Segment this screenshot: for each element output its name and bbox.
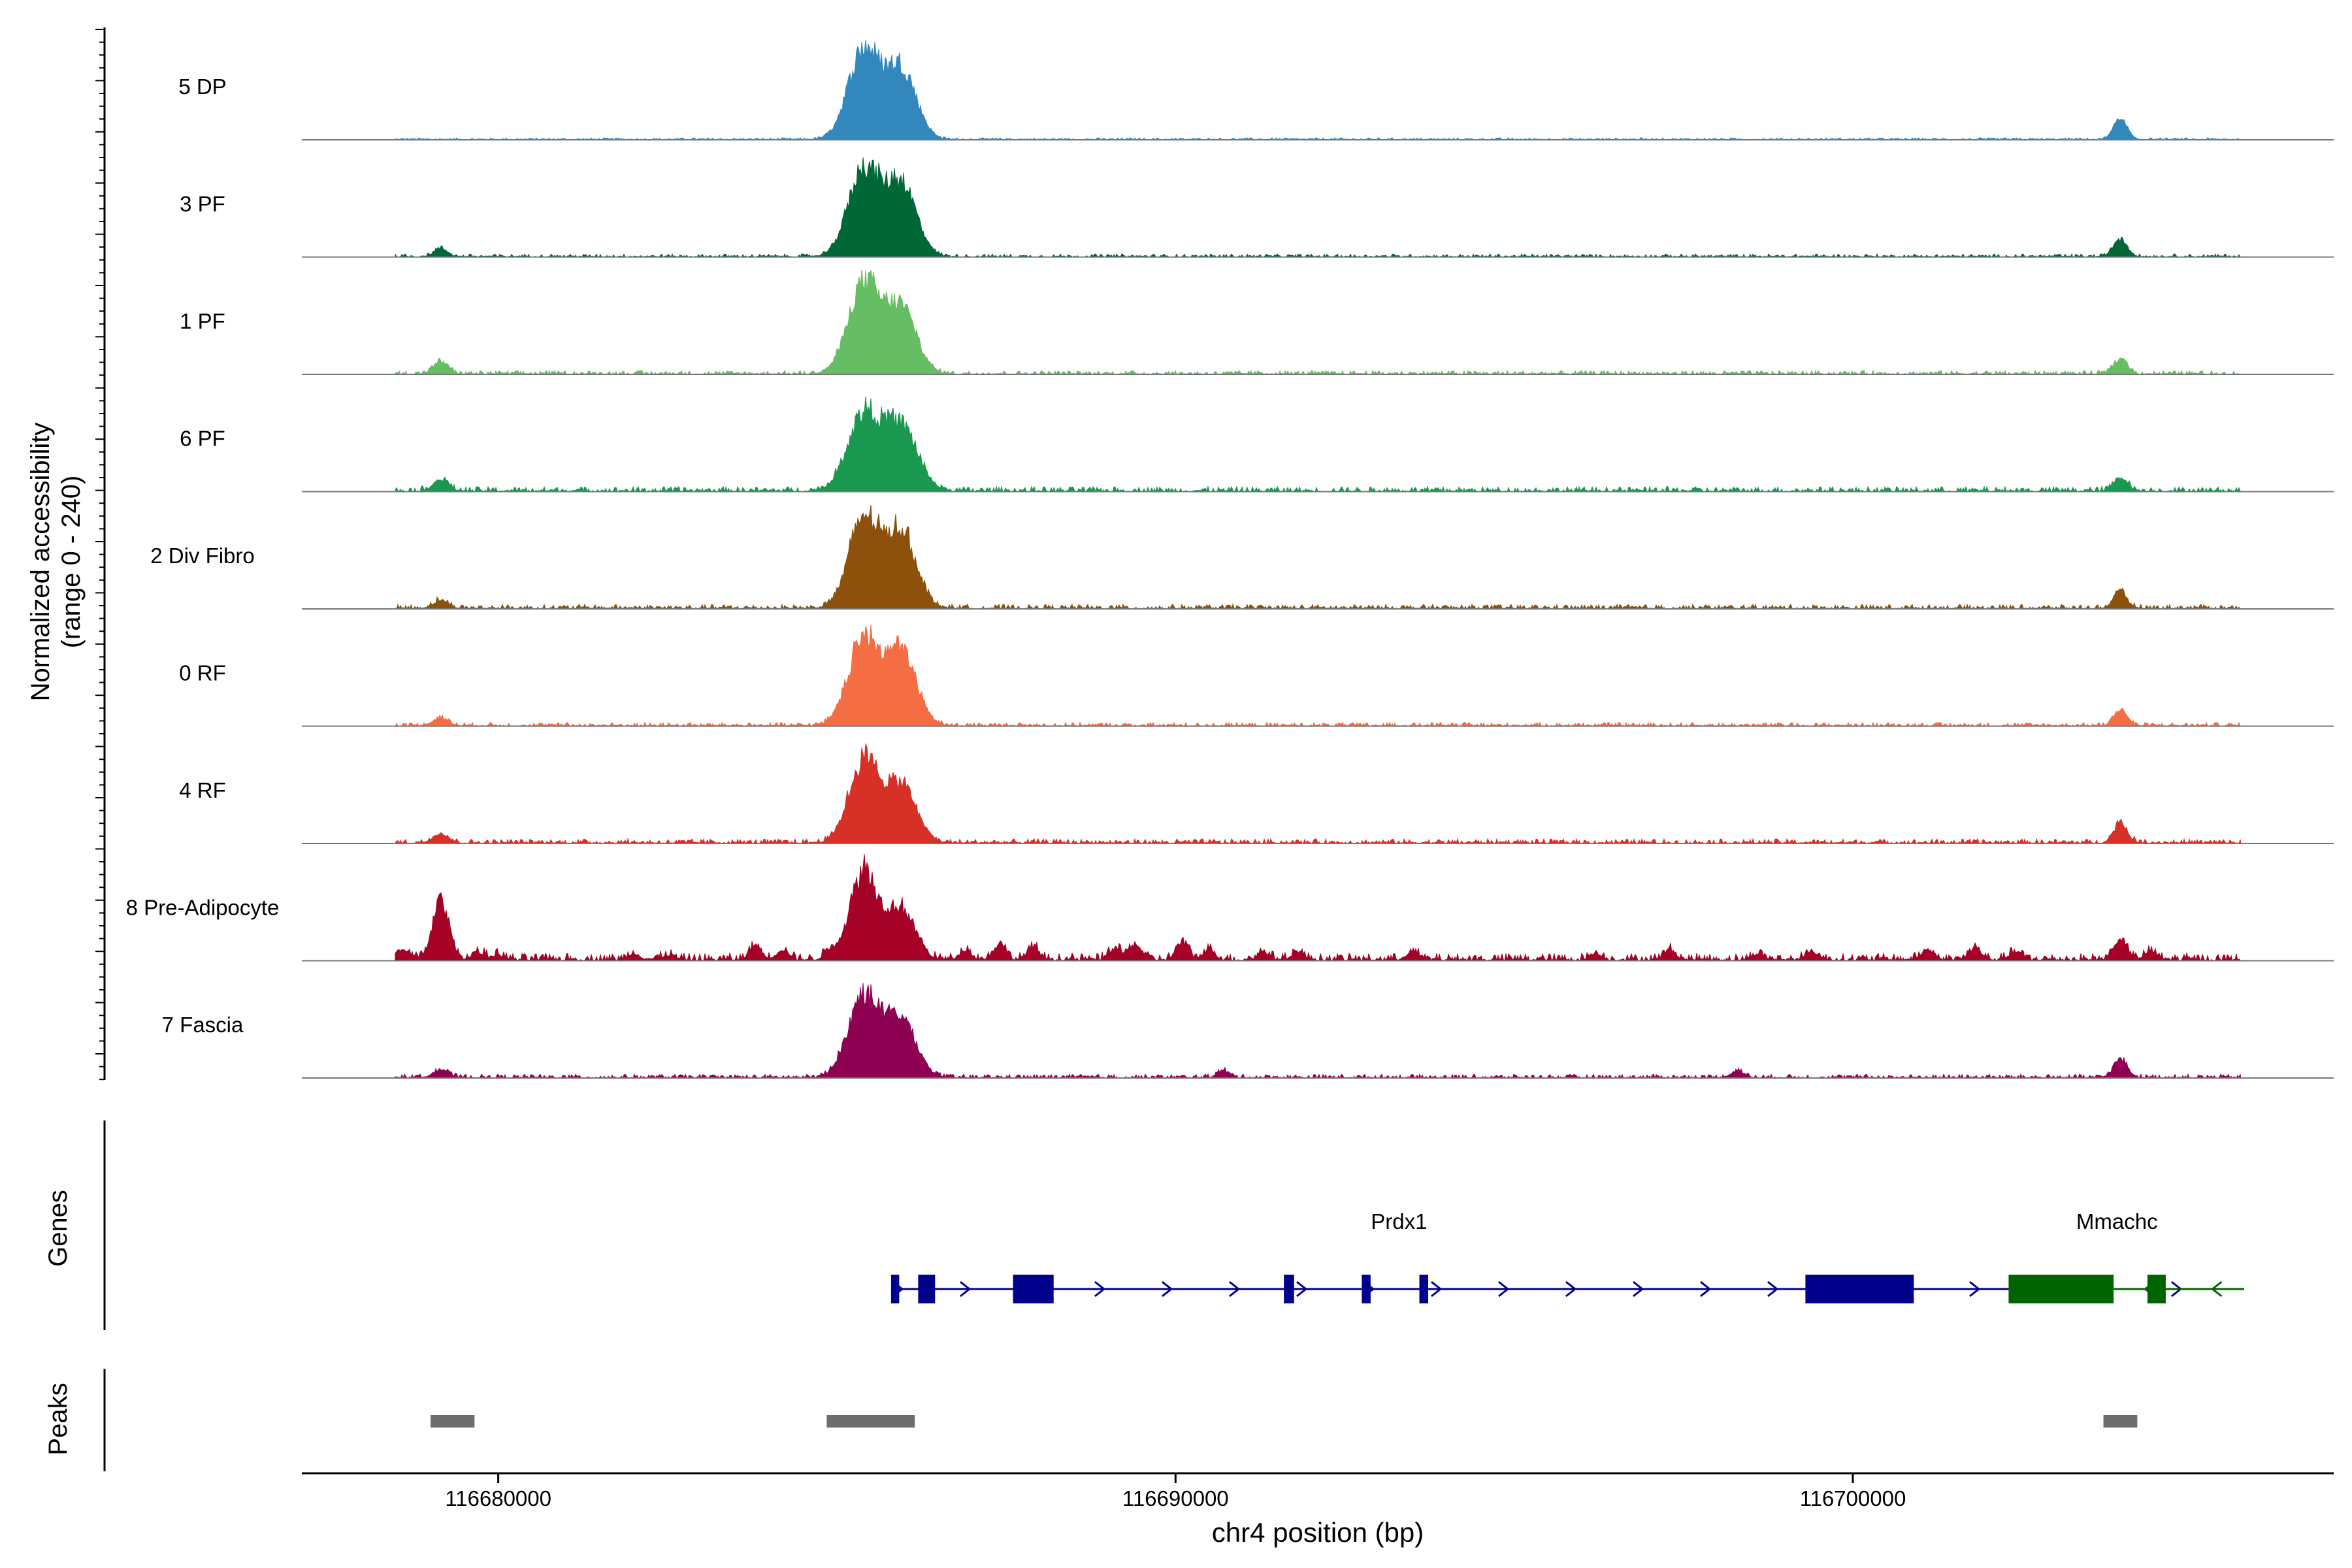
x-axis: chr4 position (bp) 116680000 116690000 116… (302, 1472, 2334, 1548)
gene-strand-arrow (1228, 1281, 1241, 1298)
track-1-pf: 1 PF (180, 269, 2334, 376)
gene-strand-arrow (1565, 1281, 1577, 1298)
track-signal-area (395, 505, 2241, 610)
gene-strand-arrow (959, 1281, 972, 1298)
gene-strand-arrow (1632, 1281, 1644, 1298)
track-label: 3 PF (180, 192, 225, 216)
gene-exon (1419, 1275, 1428, 1303)
genes-panel: Genes Prdx1 Mmachc (44, 1120, 2244, 1330)
gene-exon (918, 1275, 936, 1303)
track-signal-area (395, 625, 2241, 727)
track-label: 1 PF (180, 309, 225, 333)
gene-strand-arrow (1430, 1281, 1443, 1298)
track-label: 7 Fascia (162, 1013, 244, 1037)
x-axis-tick-label: 116700000 (1800, 1486, 1906, 1511)
x-axis-tick-label: 116690000 (1122, 1486, 1229, 1511)
gene-exon (890, 1275, 900, 1303)
track-label: 0 RF (179, 661, 226, 685)
track-7-fascia: 7 Fascia (162, 983, 2334, 1079)
peak-region (430, 1415, 475, 1428)
track-label: 5 DP (178, 74, 226, 99)
peak-region (2103, 1415, 2138, 1428)
peaks-panel: Peaks (44, 1369, 2138, 1471)
track-signal-area (395, 396, 2242, 493)
coverage-tracks: 5 DP 3 PF 1 PF 6 PF 2 Div Fibro 0 RF 4 RF 8 Pre… (126, 40, 2334, 1079)
track-signal-area (395, 743, 2242, 845)
gene-name-label: Mmachc (2076, 1209, 2158, 1233)
gene-strand-arrow (1296, 1281, 1308, 1298)
track-3-pf: 3 PF (180, 157, 2334, 258)
gene-strand-arrow (1699, 1281, 1712, 1298)
gene-exon (2008, 1275, 2114, 1303)
x-axis-tick-label: 116680000 (445, 1486, 551, 1511)
track-label: 4 RF (179, 778, 226, 802)
gene-strand-arrow (2210, 1281, 2223, 1298)
genes-label: Genes (44, 1190, 73, 1267)
track-label: 6 PF (180, 427, 225, 451)
gene-strand-arrow (1161, 1281, 1173, 1298)
track-8-pre-adipocyte: 8 Pre-Adipocyte (126, 854, 2334, 962)
gene-exon (1805, 1275, 1914, 1303)
track-0-rf: 0 RF (179, 625, 2334, 727)
left-ruler (95, 27, 106, 1081)
track-4-rf: 4 RF (179, 743, 2334, 845)
gene-exon (1013, 1275, 1054, 1303)
gene-exon (1284, 1275, 1294, 1303)
track-5-dp: 5 DP (178, 40, 2334, 140)
peak-region (826, 1415, 915, 1428)
peaks-label: Peaks (44, 1382, 73, 1455)
gene-name-label: Prdx1 (1371, 1209, 1427, 1233)
track-signal-area (395, 40, 2241, 140)
track-signal-area (395, 854, 2242, 962)
gene-exon (1362, 1275, 1371, 1303)
y-axis-title: Normalized accessibility (range 0 - 240) (26, 423, 86, 702)
y-axis-title-line1: Normalized accessibility (26, 423, 55, 702)
track-signal-area (395, 269, 2242, 376)
gene-mmachc: Mmachc (2008, 1209, 2244, 1303)
track-signal-area (395, 157, 2242, 258)
track-signal-area (395, 983, 2242, 1079)
gene-strand-arrow (1094, 1281, 1106, 1298)
y-axis-title-line2: (range 0 - 240) (57, 476, 86, 649)
gene-exon (2147, 1275, 2166, 1303)
gene-strand-arrow (1497, 1281, 1510, 1298)
gene-strand-arrow (1767, 1281, 1779, 1298)
gene-strand-arrow (1968, 1281, 1981, 1298)
track-2-div-fibro: 2 Div Fibro (150, 505, 2334, 610)
track-label: 2 Div Fibro (150, 544, 255, 568)
x-axis-title: chr4 position (bp) (1212, 1517, 1424, 1548)
track-label: 8 Pre-Adipocyte (126, 896, 280, 920)
track-6-pf: 6 PF (180, 396, 2334, 493)
